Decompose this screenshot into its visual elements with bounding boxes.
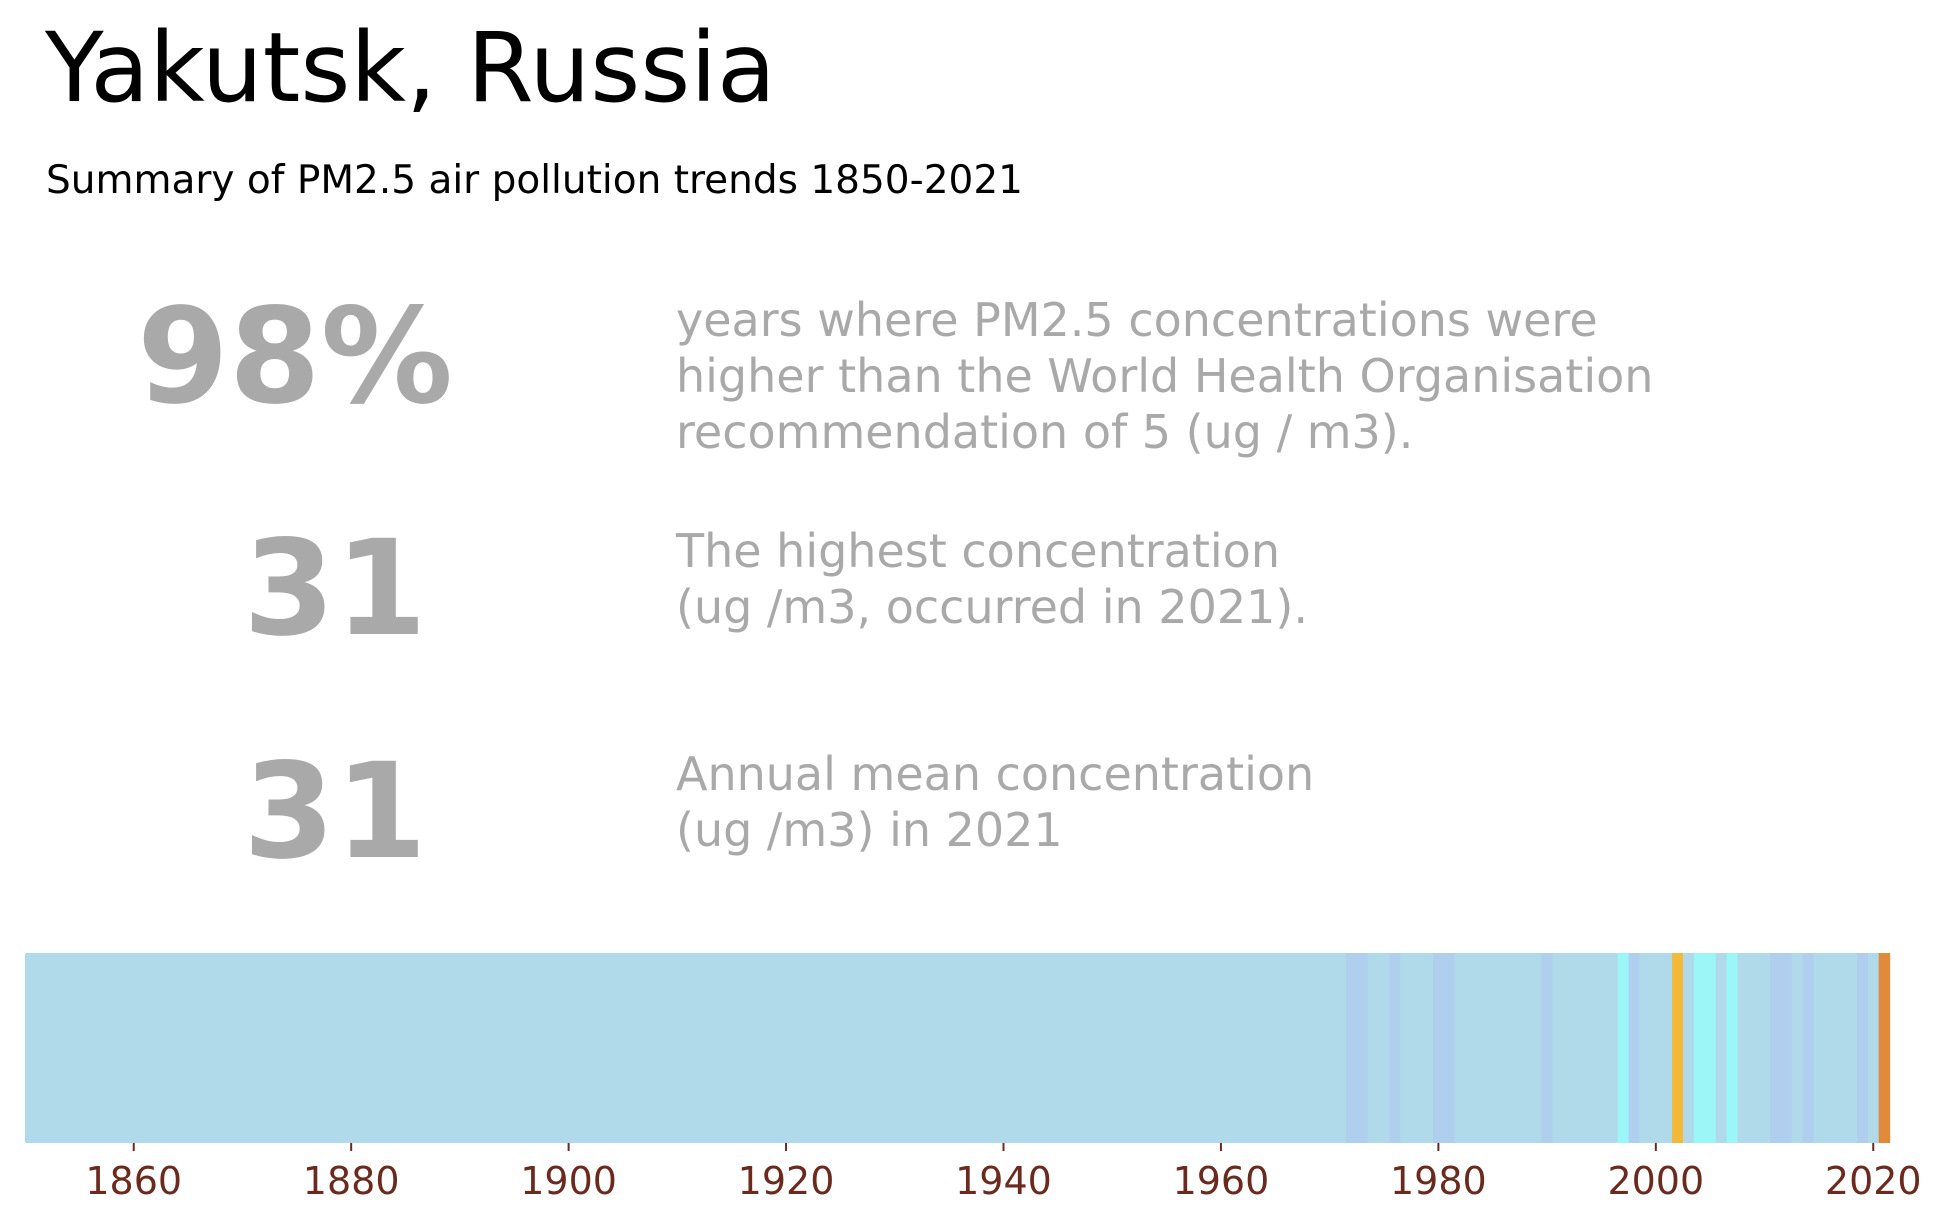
year-stripe bbox=[1867, 953, 1880, 1143]
x-tick-label: 1940 bbox=[955, 1159, 1052, 1203]
year-stripe bbox=[1791, 953, 1804, 1143]
x-tick-label: 1960 bbox=[1173, 1159, 1270, 1203]
year-stripe bbox=[1802, 953, 1815, 1143]
stat-exceedance-description: years where PM2.5 concentrations were hi… bbox=[676, 292, 1653, 460]
year-stripe bbox=[1389, 953, 1401, 1143]
year-stripe bbox=[25, 953, 1347, 1143]
page-subtitle: Summary of PM2.5 air pollution trends 18… bbox=[46, 158, 1023, 203]
x-tick-label: 2000 bbox=[1607, 1159, 1704, 1203]
stat-exceedance-line: recommendation of 5 (ug / m3). bbox=[676, 405, 1414, 459]
year-stripe bbox=[1345, 953, 1369, 1143]
year-stripe bbox=[1541, 953, 1554, 1143]
year-stripe bbox=[1693, 953, 1717, 1143]
year-stripe bbox=[1639, 953, 1673, 1143]
year-stripe bbox=[1682, 953, 1695, 1143]
year-stripe bbox=[1726, 953, 1738, 1143]
page-title: Yakutsk, Russia bbox=[45, 12, 776, 124]
year-stripe bbox=[1628, 953, 1641, 1143]
stat-highest-value: 31 bbox=[243, 512, 427, 666]
stat-exceedance-line: higher than the World Health Organisatio… bbox=[676, 349, 1654, 403]
year-stripe bbox=[1878, 953, 1891, 1143]
x-tick-label: 1980 bbox=[1390, 1159, 1487, 1203]
stat-mean-line: Annual mean concentration bbox=[676, 747, 1315, 801]
year-stripe bbox=[1737, 953, 1771, 1143]
stat-highest-description: The highest concentration (ug /m3, occur… bbox=[676, 523, 1308, 635]
stat-mean-description: Annual mean concentration (ug /m3) in 20… bbox=[676, 746, 1314, 858]
year-stripe bbox=[1454, 953, 1543, 1143]
year-stripe bbox=[1367, 953, 1391, 1143]
stat-mean-value: 31 bbox=[243, 735, 427, 889]
year-stripe bbox=[1552, 953, 1619, 1143]
stat-highest-line: (ug /m3, occurred in 2021). bbox=[676, 580, 1308, 634]
year-stripe bbox=[1617, 953, 1630, 1143]
stat-exceedance-value: 98% bbox=[137, 280, 453, 434]
year-stripe bbox=[1400, 953, 1434, 1143]
year-stripe bbox=[1432, 953, 1456, 1143]
year-stripe bbox=[1813, 953, 1858, 1143]
year-stripe bbox=[1715, 953, 1728, 1143]
x-tick-label: 1880 bbox=[303, 1159, 400, 1203]
stat-mean-line: (ug /m3) in 2021 bbox=[676, 803, 1063, 857]
x-tick-label: 1900 bbox=[520, 1159, 617, 1203]
year-stripe bbox=[1672, 953, 1684, 1143]
stat-exceedance-line: years where PM2.5 concentrations were bbox=[676, 293, 1598, 347]
x-tick-label: 1920 bbox=[738, 1159, 835, 1203]
x-tick-label: 2020 bbox=[1825, 1159, 1922, 1203]
x-tick-label: 1860 bbox=[85, 1159, 182, 1203]
stat-highest-line: The highest concentration bbox=[676, 524, 1280, 578]
year-stripe bbox=[1769, 953, 1793, 1143]
year-stripe bbox=[1856, 953, 1869, 1143]
